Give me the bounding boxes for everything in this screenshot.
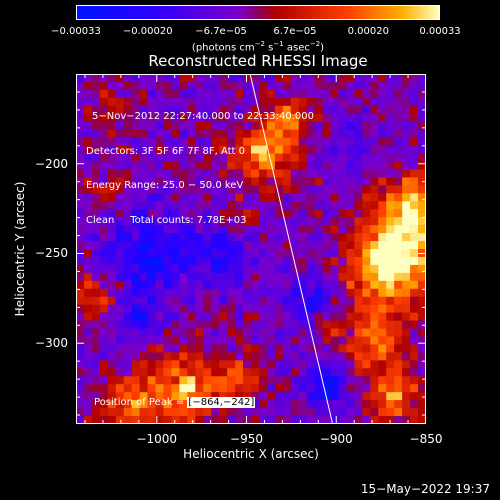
y-axis-label: Heliocentric Y (arcsec) xyxy=(13,181,27,317)
plot-frame xyxy=(76,74,426,424)
peak-label: Position of Peak = xyxy=(94,397,188,408)
x-tick-label: −1000 xyxy=(136,432,178,446)
image-pixels xyxy=(76,74,426,424)
x-tick-label: −950 xyxy=(230,432,263,446)
colorbar-tick-label: −6.7e−05 xyxy=(195,26,247,37)
colorbar-tick-label: −0.00020 xyxy=(122,26,173,37)
colorbar-tick-label: 6.7e−05 xyxy=(273,26,317,37)
solar-limb-line xyxy=(249,74,334,424)
colorbar-tick-label: 0.00033 xyxy=(419,26,461,37)
colorbar-unit: (photons cm−2 s−1 asec−2) xyxy=(191,40,325,54)
image-plot xyxy=(76,74,426,424)
timestamp: 15−May−2022 19:37 xyxy=(360,482,490,496)
axis-ticks xyxy=(76,74,426,424)
x-axis-label: Heliocentric X (arcsec) xyxy=(183,447,319,461)
x-tick-label: −850 xyxy=(409,432,443,446)
x-tick-label: −900 xyxy=(319,432,353,446)
y-tick-label: −250 xyxy=(35,246,68,261)
info-line-energy: Energy Range: 25.0 − 50.0 keV xyxy=(86,180,244,191)
info-line-counts: Clean Total counts: 7.78E+03 xyxy=(86,214,247,226)
peak-position: Position of Peak = [−864,−242] xyxy=(94,397,256,408)
peak-value: [−864,−242] xyxy=(187,397,256,408)
colorbar xyxy=(76,5,440,20)
info-line-detectors: Detectors: 3F 5F 6F 7F 8F, Att 0 xyxy=(86,145,246,157)
info-line-time: 5−Nov−2012 22:27:40.000 to 22:33:40.000 xyxy=(92,111,315,122)
y-tick-label: −200 xyxy=(35,156,68,171)
chart-title: Reconstructed RHESSI Image xyxy=(148,52,368,70)
y-tick-label: −300 xyxy=(35,336,68,351)
colorbar-tick-label: −0.00033 xyxy=(51,26,101,37)
colorbar-tick-label: 0.00020 xyxy=(347,26,389,37)
info-text: 5−Nov−2012 22:27:40.000 to 22:33:40.000 … xyxy=(86,88,314,238)
